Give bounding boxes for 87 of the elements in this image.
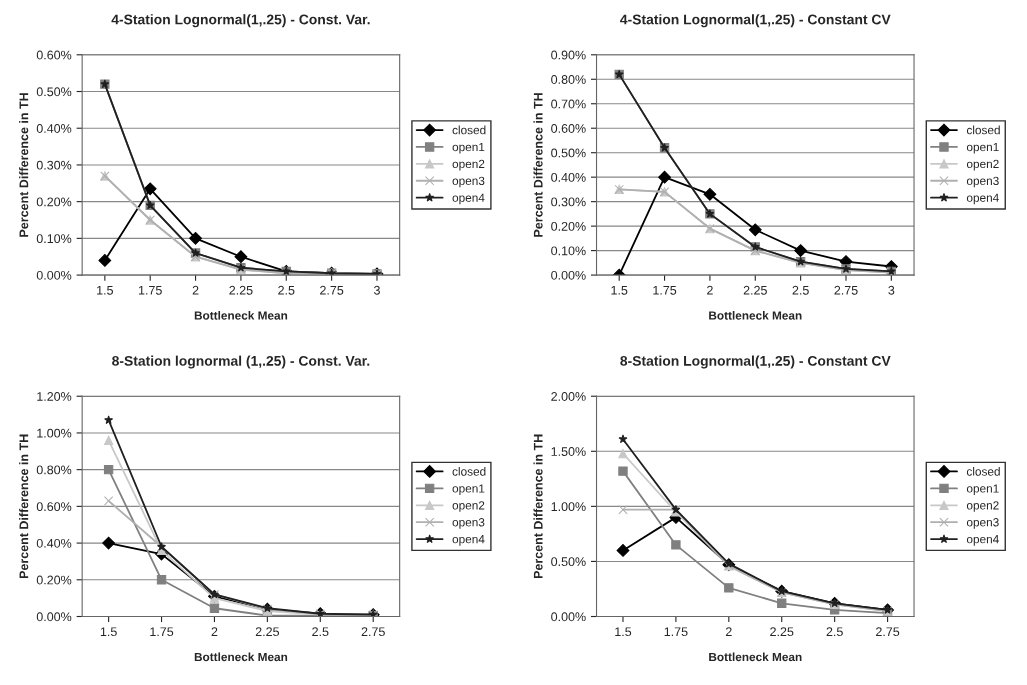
y-tick-label: 0.10% xyxy=(551,246,586,256)
y-tick-label: 0.70% xyxy=(551,99,586,109)
x-tick-label: 2 xyxy=(211,627,218,636)
legend-label: open3 xyxy=(452,176,485,188)
legend-label: open1 xyxy=(452,142,485,154)
x-tick-label: 2.75 xyxy=(320,285,344,295)
y-tick-label: 0.20% xyxy=(36,575,72,585)
x-tick-label: 1.75 xyxy=(150,627,174,637)
x-tick-label: 2.5 xyxy=(312,627,329,637)
legend-label: open1 xyxy=(966,484,999,495)
x-tick-label: 2.75 xyxy=(361,627,385,637)
x-tick-label: 2.25 xyxy=(770,627,794,637)
legend-label: closed xyxy=(966,467,1000,476)
y-tick-label: 0.50% xyxy=(551,148,586,158)
y-tick-label: 0.20% xyxy=(36,197,72,207)
y-tick-label: 0.80% xyxy=(551,75,586,84)
y-tick-label: 0.50% xyxy=(551,557,586,567)
x-tick-label: 2.75 xyxy=(876,627,900,637)
y-tick-label: 0.60% xyxy=(36,502,72,512)
y-tick-label: 2.00% xyxy=(551,392,586,401)
x-tick-label: 3 xyxy=(888,285,895,295)
x-tick-label: 1.75 xyxy=(653,285,677,295)
x-axis-title: Bottleneck Mean xyxy=(194,311,288,320)
legend-label: open3 xyxy=(452,518,485,529)
x-tick-label: 2.25 xyxy=(743,285,767,295)
x-tick-label: 2 xyxy=(725,627,732,636)
legend-label: open2 xyxy=(452,501,485,512)
x-axis-title: Bottleneck Mean xyxy=(709,311,802,320)
x-tick-label: 2 xyxy=(192,285,199,295)
y-tick-label: 1.20% xyxy=(37,392,72,401)
y-tick-label: 0.60% xyxy=(551,124,586,133)
x-tick-label: 2.75 xyxy=(834,285,858,295)
y-tick-label: 0.30% xyxy=(551,197,586,207)
y-tick-label: 0.00% xyxy=(36,612,72,622)
y-tick-label: 0.80% xyxy=(36,465,72,475)
x-tick-label: 2 xyxy=(707,285,713,295)
x-tick-label: 2.5 xyxy=(826,627,843,637)
legend-label: open4 xyxy=(452,535,485,546)
y-tick-label: 0.00% xyxy=(36,270,72,280)
chart-title: 8-Station lognormal (1,.25) - Const. Var. xyxy=(112,355,370,369)
y-tick-label: 0.40% xyxy=(36,538,72,548)
x-tick-label: 2.5 xyxy=(278,285,295,295)
legend-label: open3 xyxy=(966,518,999,529)
y-tick-label: 1.50% xyxy=(551,447,586,456)
y-tick-label: 0.00% xyxy=(551,270,586,280)
legend-label: closed xyxy=(452,125,486,135)
x-tick-label: 3 xyxy=(373,285,380,295)
legend-label: open4 xyxy=(452,193,485,205)
x-tick-label: 1.75 xyxy=(138,285,162,295)
y-tick-label: 0.50% xyxy=(36,87,72,97)
y-tick-label: 1.00% xyxy=(37,428,72,438)
y-tick-label: 0.10% xyxy=(36,234,72,244)
y-axis-title: Percent Difference in TH xyxy=(19,93,29,237)
legend-label: closed xyxy=(966,125,1000,135)
x-tick-label: 1.5 xyxy=(97,285,113,295)
legend-label: open1 xyxy=(452,484,485,495)
x-tick-label: 1.75 xyxy=(664,627,688,637)
y-tick-label: 0.60% xyxy=(36,50,72,60)
y-tick-label: 0.30% xyxy=(36,160,72,170)
x-tick-label: 1.5 xyxy=(611,285,628,295)
chart-title: 4-Station Lognormal(1,.25) - Constant CV xyxy=(620,14,891,28)
x-axis-title: Bottleneck Mean xyxy=(709,652,802,662)
legend-label: open2 xyxy=(452,159,485,171)
chart-title: 8-Station Lognormal(1,.25) - Constant CV xyxy=(620,355,891,369)
y-axis-title: Percent Difference in TH xyxy=(19,434,29,579)
y-tick-label: 0.20% xyxy=(551,221,586,231)
x-axis-title: Bottleneck Mean xyxy=(194,652,288,662)
y-tick-label: 0.40% xyxy=(36,124,72,133)
y-tick-label: 0.90% xyxy=(551,50,586,60)
chart-title: 4-Station Lognormal(1,.25) - Const. Var. xyxy=(111,14,370,28)
legend-label: open4 xyxy=(966,193,999,205)
legend-label: open3 xyxy=(966,176,999,188)
x-tick-label: 1.5 xyxy=(615,627,632,637)
y-tick-label: 0.40% xyxy=(551,172,586,182)
x-tick-label: 2.5 xyxy=(792,285,809,295)
y-axis-title: Percent Difference in TH xyxy=(533,434,543,579)
x-tick-label: 1.5 xyxy=(100,627,117,637)
y-axis-title: Percent Difference in TH xyxy=(533,93,543,237)
legend-label: open1 xyxy=(966,142,999,154)
x-tick-label: 2.25 xyxy=(229,285,253,295)
legend-label: open4 xyxy=(966,535,999,546)
x-tick-label: 2.25 xyxy=(255,627,280,637)
legend-label: open2 xyxy=(966,159,999,171)
legend-label: open2 xyxy=(966,501,999,512)
y-tick-label: 1.00% xyxy=(551,502,586,512)
y-tick-label: 0.00% xyxy=(551,612,586,622)
legend-label: closed xyxy=(452,467,486,476)
